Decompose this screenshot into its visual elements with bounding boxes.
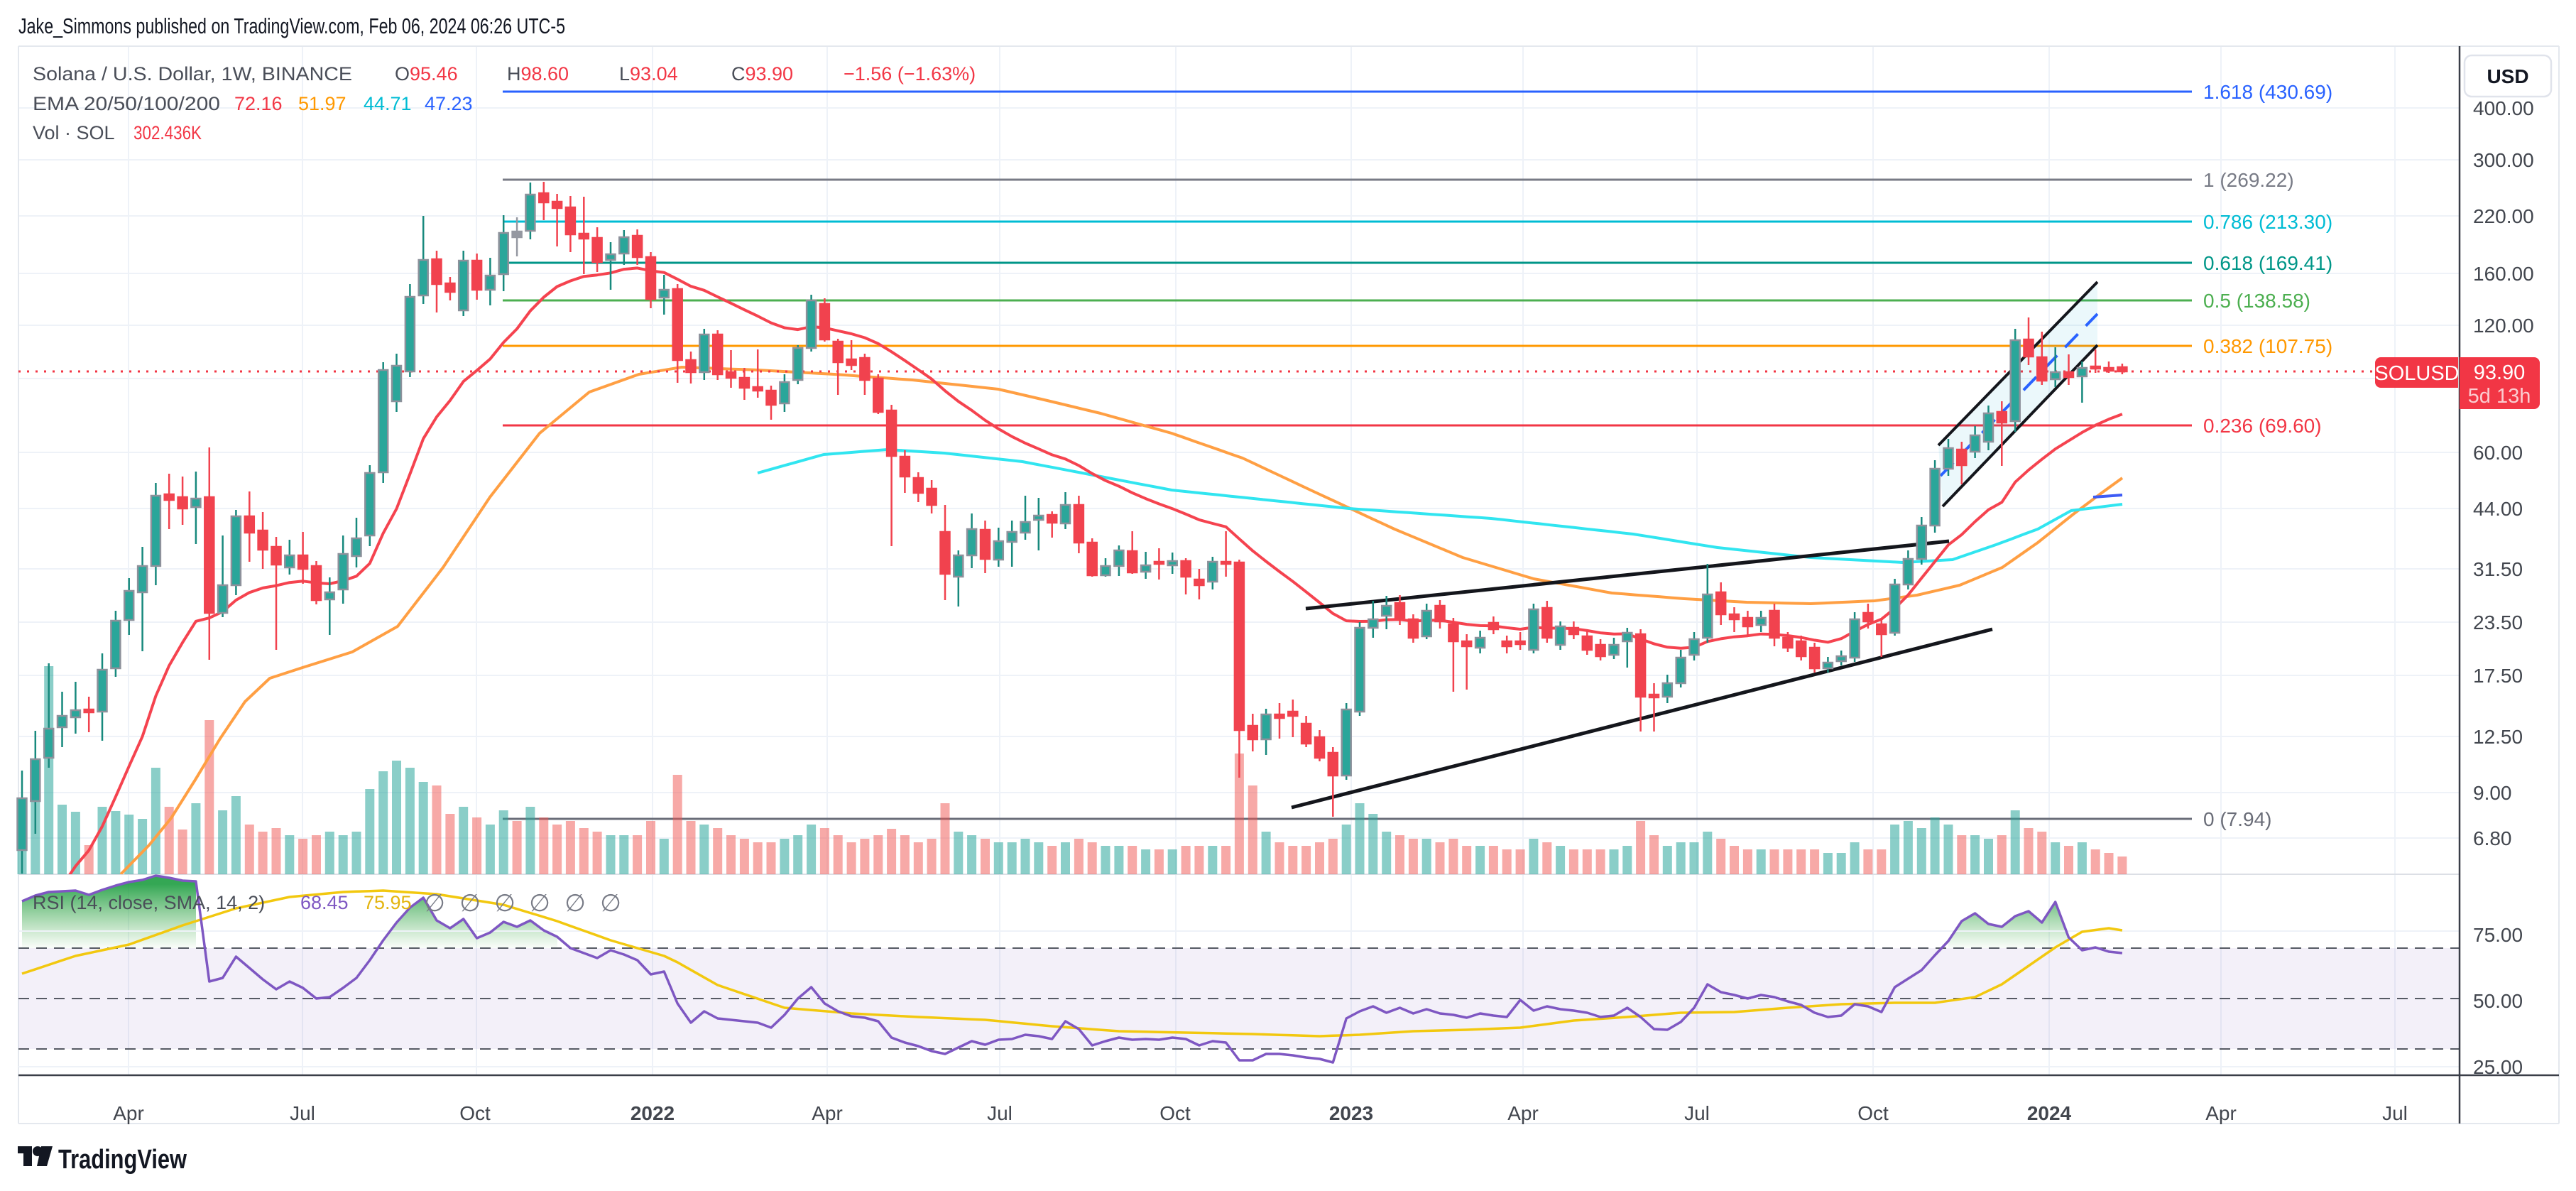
svg-text:Jul: Jul — [2382, 1102, 2408, 1124]
svg-text:47.23: 47.23 — [425, 93, 473, 114]
svg-text:∅: ∅ — [600, 890, 621, 917]
svg-text:TradingView: TradingView — [58, 1145, 187, 1175]
svg-text:60.00: 60.00 — [2473, 442, 2523, 464]
svg-text:H98.60: H98.60 — [507, 63, 569, 85]
svg-text:Jul: Jul — [290, 1102, 315, 1124]
svg-text:O95.46: O95.46 — [395, 63, 458, 85]
svg-text:72.16: 72.16 — [234, 93, 283, 114]
svg-text:400.00: 400.00 — [2473, 97, 2534, 119]
svg-text:Oct: Oct — [459, 1102, 491, 1124]
svg-text:12.50: 12.50 — [2473, 726, 2523, 748]
svg-text:Apr: Apr — [2205, 1102, 2237, 1124]
svg-text:C93.90: C93.90 — [731, 63, 793, 85]
svg-text:93.90: 93.90 — [2474, 361, 2526, 384]
svg-text:Jul: Jul — [1684, 1102, 1710, 1124]
svg-text:160.00: 160.00 — [2473, 263, 2534, 285]
svg-text:220.00: 220.00 — [2473, 205, 2534, 227]
svg-text:44.00: 44.00 — [2473, 498, 2523, 520]
svg-text:SOLUSD: SOLUSD — [2374, 362, 2459, 385]
svg-text:75.00: 75.00 — [2473, 924, 2523, 946]
svg-text:50.00: 50.00 — [2473, 990, 2523, 1012]
svg-text:USD: USD — [2487, 65, 2528, 87]
svg-text:9.00: 9.00 — [2473, 782, 2512, 804]
svg-text:2024: 2024 — [2027, 1102, 2072, 1124]
svg-text:Solana / U.S. Dollar, 1W, BINA: Solana / U.S. Dollar, 1W, BINANCE — [33, 63, 352, 85]
svg-text:∅: ∅ — [459, 890, 481, 917]
svg-text:0.5 (138.58): 0.5 (138.58) — [2203, 290, 2310, 312]
svg-text:∅: ∅ — [424, 890, 445, 917]
svg-text:Jul: Jul — [987, 1102, 1013, 1124]
svg-text:1.618 (430.69): 1.618 (430.69) — [2203, 81, 2332, 103]
svg-text:Jake_Simmons published on Trad: Jake_Simmons published on TradingView.co… — [18, 13, 565, 38]
svg-text:0.618 (169.41): 0.618 (169.41) — [2203, 252, 2332, 274]
svg-text:2022: 2022 — [631, 1102, 675, 1124]
svg-text:∅: ∅ — [494, 890, 515, 917]
svg-text:∅: ∅ — [564, 890, 586, 917]
svg-text:Oct: Oct — [1159, 1102, 1191, 1124]
svg-text:31.50: 31.50 — [2473, 558, 2523, 580]
svg-text:302.436K: 302.436K — [133, 122, 202, 143]
svg-text:0.786 (213.30): 0.786 (213.30) — [2203, 211, 2332, 233]
svg-text:L93.04: L93.04 — [619, 63, 678, 85]
svg-text:300.00: 300.00 — [2473, 149, 2534, 171]
svg-text:2023: 2023 — [1329, 1102, 1373, 1124]
svg-text:1 (269.22): 1 (269.22) — [2203, 169, 2294, 191]
svg-text:5d 13h: 5d 13h — [2468, 385, 2531, 408]
svg-text:25.00: 25.00 — [2473, 1056, 2523, 1078]
svg-text:120.00: 120.00 — [2473, 315, 2534, 337]
svg-text:44.71: 44.71 — [364, 93, 412, 114]
svg-text:0 (7.94): 0 (7.94) — [2203, 808, 2272, 830]
svg-text:Apr: Apr — [1507, 1102, 1539, 1124]
svg-text:Apr: Apr — [812, 1102, 843, 1124]
svg-text:Oct: Oct — [1857, 1102, 1889, 1124]
svg-text:68.45: 68.45 — [300, 892, 349, 913]
svg-text:6.80: 6.80 — [2473, 827, 2512, 849]
svg-text:75.95: 75.95 — [364, 892, 412, 913]
svg-text:Apr: Apr — [113, 1102, 144, 1124]
svg-text:RSI (14, close, SMA, 14, 2): RSI (14, close, SMA, 14, 2) — [33, 892, 265, 913]
svg-text:51.97: 51.97 — [298, 93, 346, 114]
svg-text:EMA 20/50/100/200: EMA 20/50/100/200 — [33, 93, 220, 114]
svg-text:−1.56 (−1.63%): −1.56 (−1.63%) — [844, 63, 976, 85]
svg-text:0.382 (107.75): 0.382 (107.75) — [2203, 335, 2332, 357]
svg-text:Vol · SOL: Vol · SOL — [33, 122, 115, 143]
svg-text:23.50: 23.50 — [2473, 611, 2523, 633]
svg-text:0.236 (69.60): 0.236 (69.60) — [2203, 415, 2322, 437]
svg-text:∅: ∅ — [529, 890, 550, 917]
svg-text:17.50: 17.50 — [2473, 665, 2523, 687]
